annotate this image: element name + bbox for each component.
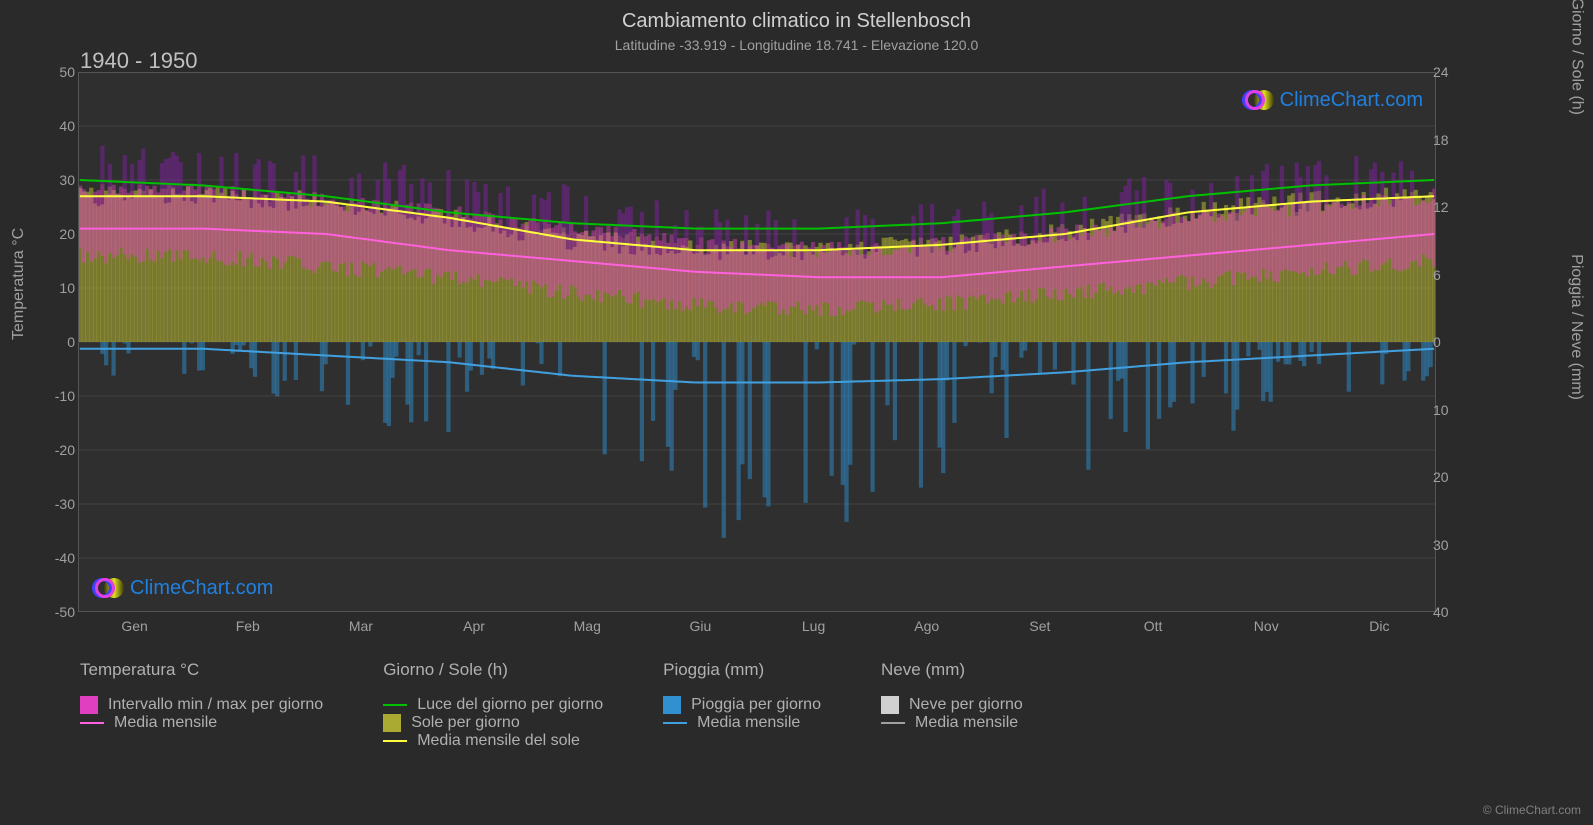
x-tick: Ago bbox=[914, 618, 939, 634]
legend-item: Neve per giorno bbox=[881, 696, 1023, 714]
chart-container: Cambiamento climatico in Stellenbosch La… bbox=[0, 0, 1593, 825]
legend-swatch bbox=[383, 740, 407, 742]
y-tick-right: 40 bbox=[1433, 604, 1463, 620]
x-tick: Set bbox=[1029, 618, 1050, 634]
watermark-top-right: ClimeChart.com bbox=[1242, 88, 1423, 112]
y-tick-left: 0 bbox=[40, 334, 75, 350]
y-tick-right: 6 bbox=[1433, 267, 1463, 283]
watermark-icon bbox=[92, 576, 124, 600]
legend-col-rain: Pioggia (mm) Pioggia per giornoMedia men… bbox=[663, 660, 821, 750]
legend-swatch bbox=[663, 696, 681, 714]
legend-swatch bbox=[80, 722, 104, 724]
x-tick: Mag bbox=[574, 618, 601, 634]
x-tick: Lug bbox=[802, 618, 825, 634]
legend-swatch bbox=[80, 696, 98, 714]
legend-item: Media mensile bbox=[881, 714, 1023, 732]
y-tick-right: 18 bbox=[1433, 132, 1463, 148]
watermark-bottom-left: ClimeChart.com bbox=[92, 576, 273, 600]
legend-header: Temperatura °C bbox=[80, 660, 323, 680]
chart-title: Cambiamento climatico in Stellenbosch bbox=[0, 0, 1593, 33]
legend-item: Luce del giorno per giorno bbox=[383, 696, 603, 714]
legend-header: Giorno / Sole (h) bbox=[383, 660, 603, 680]
legend-swatch bbox=[881, 722, 905, 724]
y-tick-left: -40 bbox=[40, 550, 75, 566]
legend-label: Sole per giorno bbox=[411, 714, 520, 732]
x-tick: Feb bbox=[236, 618, 260, 634]
chart-svg bbox=[78, 72, 1436, 612]
y-tick-right: 12 bbox=[1433, 199, 1463, 215]
legend: Temperatura °C Intervallo min / max per … bbox=[80, 660, 1513, 750]
y-tick-left: 40 bbox=[40, 118, 75, 134]
y-tick-right: 20 bbox=[1433, 469, 1463, 485]
y-tick-left: -30 bbox=[40, 496, 75, 512]
y-axis-right-top-label: Giorno / Sole (h) bbox=[1567, 0, 1585, 115]
legend-swatch bbox=[881, 696, 899, 714]
legend-swatch bbox=[383, 704, 407, 706]
x-tick: Gen bbox=[121, 618, 147, 634]
x-tick: Apr bbox=[463, 618, 485, 634]
y-tick-left: 50 bbox=[40, 64, 75, 80]
copyright-text: © ClimeChart.com bbox=[1483, 803, 1581, 817]
legend-label: Media mensile bbox=[697, 714, 800, 732]
y-axis-right-bottom-label: Pioggia / Neve (mm) bbox=[1567, 254, 1585, 400]
y-tick-left: -50 bbox=[40, 604, 75, 620]
legend-swatch bbox=[663, 722, 687, 724]
y-tick-right: 0 bbox=[1433, 334, 1463, 350]
legend-item: Media mensile bbox=[663, 714, 821, 732]
legend-header: Neve (mm) bbox=[881, 660, 1023, 680]
legend-swatch bbox=[383, 714, 401, 732]
legend-item: Media mensile bbox=[80, 714, 323, 732]
y-tick-left: 10 bbox=[40, 280, 75, 296]
legend-item: Media mensile del sole bbox=[383, 732, 603, 750]
legend-header: Pioggia (mm) bbox=[663, 660, 821, 680]
watermark-text: ClimeChart.com bbox=[130, 577, 273, 600]
x-tick: Mar bbox=[349, 618, 373, 634]
legend-label: Intervallo min / max per giorno bbox=[108, 696, 323, 714]
watermark-text: ClimeChart.com bbox=[1280, 89, 1423, 112]
legend-item: Sole per giorno bbox=[383, 714, 603, 732]
watermark-icon bbox=[1242, 88, 1274, 112]
legend-label: Media mensile bbox=[915, 714, 1018, 732]
y-tick-right: 10 bbox=[1433, 402, 1463, 418]
year-range-label: 1940 - 1950 bbox=[80, 48, 197, 74]
y-tick-right: 30 bbox=[1433, 537, 1463, 553]
plot-area bbox=[78, 72, 1436, 612]
x-tick: Nov bbox=[1254, 618, 1279, 634]
chart-subtitle: Latitudine -33.919 - Longitudine 18.741 … bbox=[0, 33, 1593, 53]
legend-col-snow: Neve (mm) Neve per giornoMedia mensile bbox=[881, 660, 1023, 750]
x-tick: Dic bbox=[1369, 618, 1389, 634]
legend-col-daylight: Giorno / Sole (h) Luce del giorno per gi… bbox=[383, 660, 603, 750]
legend-label: Media mensile bbox=[114, 714, 217, 732]
x-tick: Ott bbox=[1144, 618, 1163, 634]
y-tick-left: 30 bbox=[40, 172, 75, 188]
legend-item: Pioggia per giorno bbox=[663, 696, 821, 714]
legend-label: Pioggia per giorno bbox=[691, 696, 821, 714]
legend-col-temperature: Temperatura °C Intervallo min / max per … bbox=[80, 660, 323, 750]
legend-label: Media mensile del sole bbox=[417, 732, 580, 750]
x-tick: Giu bbox=[690, 618, 712, 634]
y-tick-left: -10 bbox=[40, 388, 75, 404]
legend-item: Intervallo min / max per giorno bbox=[80, 696, 323, 714]
y-tick-right: 24 bbox=[1433, 64, 1463, 80]
y-tick-left: 20 bbox=[40, 226, 75, 242]
y-tick-left: -20 bbox=[40, 442, 75, 458]
legend-label: Neve per giorno bbox=[909, 696, 1023, 714]
legend-label: Luce del giorno per giorno bbox=[417, 696, 603, 714]
y-axis-left-label: Temperatura °C bbox=[10, 228, 28, 340]
